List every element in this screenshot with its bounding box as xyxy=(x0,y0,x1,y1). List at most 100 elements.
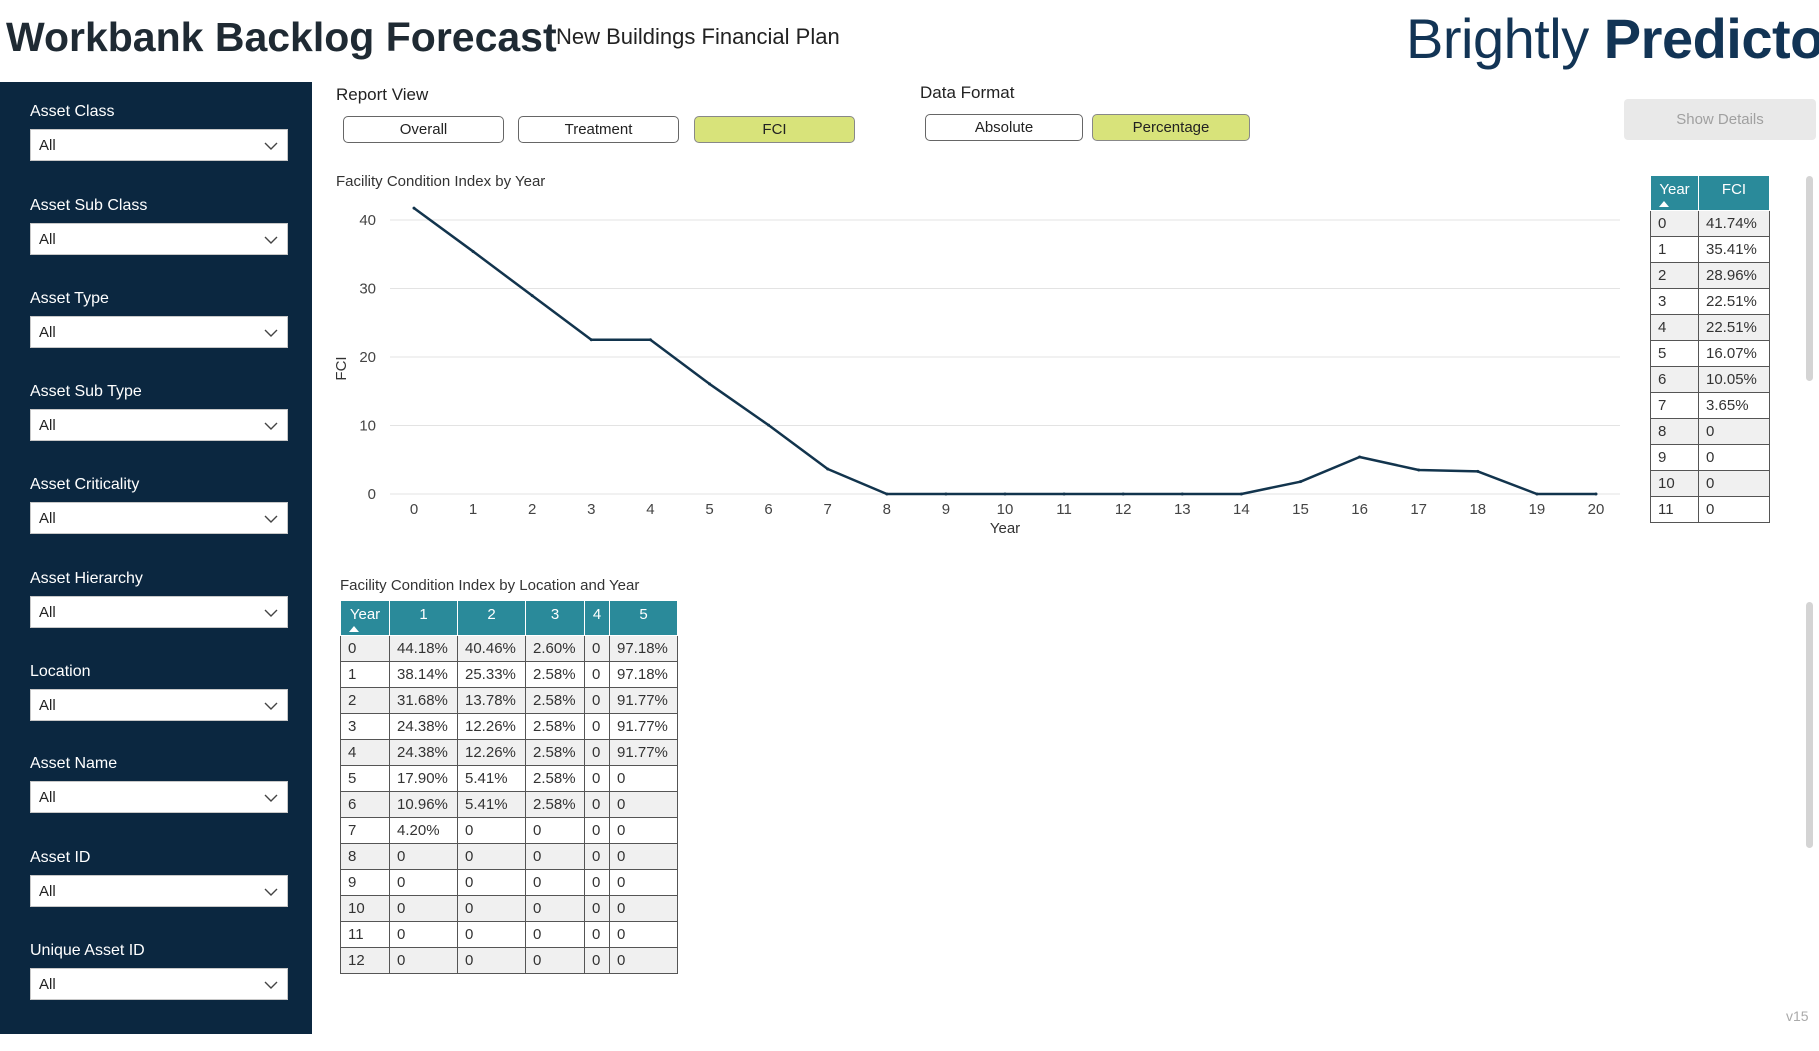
location-table-container: Year 1 2 3 4 5 0 44.18% 40.46% 2.60% 0 97.18% 1 38.14… xyxy=(340,600,678,997)
table-cell: 0 xyxy=(525,817,585,844)
y-tick-label: 10 xyxy=(359,418,376,435)
table-row: 11 0 0 0 0 0 xyxy=(340,921,678,948)
asset-id-dropdown[interactable]: All xyxy=(30,875,288,907)
table-cell: 0 xyxy=(584,791,610,818)
unique-asset-id-dropdown[interactable]: All xyxy=(30,968,288,1000)
column-header[interactable]: 5 xyxy=(609,600,678,636)
x-tick-label: 3 xyxy=(587,501,595,518)
show-details-button[interactable]: Show Details xyxy=(1624,99,1816,140)
table-cell: 0 xyxy=(584,921,610,948)
filter-label: Asset Hierarchy xyxy=(30,570,143,587)
column-header[interactable]: 3 xyxy=(525,600,585,636)
page-scrollbar[interactable] xyxy=(1806,602,1813,848)
chart-title: Facility Condition Index by Year xyxy=(336,173,546,190)
asset-name-dropdown[interactable]: All xyxy=(30,781,288,813)
x-tick-label: 10 xyxy=(997,501,1014,518)
location-table: Year 1 2 3 4 5 0 44.18% 40.46% 2.60% 0 97.18% 1 38.14… xyxy=(340,600,678,974)
column-header-label: 2 xyxy=(487,605,496,623)
data-point xyxy=(589,338,593,342)
asset-type-dropdown[interactable]: All xyxy=(30,316,288,348)
data-point xyxy=(944,492,948,496)
filter-asset-hierarchy: Asset Hierarchy All xyxy=(30,568,288,628)
asset-sub-type-dropdown[interactable]: All xyxy=(30,409,288,441)
asset-criticality-dropdown[interactable]: All xyxy=(30,502,288,534)
version-label: v15 xyxy=(1786,1008,1809,1024)
data-point xyxy=(1299,480,1302,484)
table-cell: 0 xyxy=(584,817,610,844)
chevron-down-icon xyxy=(264,142,278,150)
data-point xyxy=(708,382,711,386)
column-header-label: 5 xyxy=(639,605,648,623)
table-cell: 7 xyxy=(340,817,390,844)
y-tick-label: 0 xyxy=(368,486,376,503)
dropdown-value: All xyxy=(39,231,56,248)
chevron-down-icon xyxy=(264,609,278,617)
table-cell: 4 xyxy=(340,739,390,766)
table-row: 7 4.20% 0 0 0 0 xyxy=(340,817,678,844)
chevron-down-icon xyxy=(264,794,278,802)
column-header-label: 4 xyxy=(592,605,602,623)
table-cell: 0 xyxy=(609,947,678,974)
chevron-down-icon xyxy=(264,702,278,710)
table-cell: 0 xyxy=(525,843,585,870)
table-cell: 0 xyxy=(609,843,678,870)
column-header-label: Year xyxy=(1659,180,1690,198)
location-table-title: Facility Condition Index by Location and… xyxy=(340,577,640,594)
column-header[interactable]: 1 xyxy=(389,600,458,636)
filter-asset-class: Asset Class All xyxy=(30,101,288,161)
column-header[interactable]: FCI xyxy=(1698,175,1770,211)
treatment-button[interactable]: Treatment xyxy=(518,116,679,143)
table-cell: 2.60% xyxy=(525,635,585,662)
filter-unique-asset-id: Unique Asset ID All xyxy=(30,940,288,1000)
table-cell: 40.46% xyxy=(457,635,526,662)
y-tick-label: 40 xyxy=(359,212,376,229)
data-point xyxy=(471,249,475,253)
asset-class-dropdown[interactable]: All xyxy=(30,129,288,161)
column-header[interactable]: Year xyxy=(340,600,390,636)
y-tick-label: 30 xyxy=(359,281,376,298)
location-dropdown[interactable]: All xyxy=(30,689,288,721)
percentage-button[interactable]: Percentage xyxy=(1092,114,1250,141)
table-cell: 2.58% xyxy=(525,765,585,792)
app-title: Workbank Backlog Forecast xyxy=(6,14,557,60)
table-cell: 0 xyxy=(1650,210,1699,237)
x-tick-label: 18 xyxy=(1469,501,1486,518)
column-header[interactable]: 2 xyxy=(457,600,526,636)
table-cell: 0 xyxy=(584,843,610,870)
x-tick-label: 0 xyxy=(410,501,418,518)
table-cell: 22.51% xyxy=(1698,288,1770,315)
column-header[interactable]: Year xyxy=(1650,175,1699,211)
table-cell: 2 xyxy=(340,687,390,714)
asset-sub-class-dropdown[interactable]: All xyxy=(30,223,288,255)
data-point xyxy=(1417,468,1421,472)
table-cell: 38.14% xyxy=(389,661,458,688)
table-row: 10 0 0 0 0 0 xyxy=(340,895,678,922)
fci-table-scrollbar[interactable] xyxy=(1806,176,1813,381)
table-row: 12 0 0 0 0 0 xyxy=(340,947,678,974)
filter-label: Asset Sub Class xyxy=(30,197,148,214)
table-cell: 1 xyxy=(340,661,390,688)
data-point xyxy=(1180,492,1184,496)
data-point xyxy=(885,492,889,496)
table-cell: 0 xyxy=(609,817,678,844)
asset-hierarchy-dropdown[interactable]: All xyxy=(30,596,288,628)
absolute-button[interactable]: Absolute xyxy=(925,114,1083,141)
chevron-down-icon xyxy=(264,236,278,244)
table-cell: 0 xyxy=(584,713,610,740)
table-row: 4 24.38% 12.26% 2.58% 0 91.77% xyxy=(340,739,678,766)
table-cell: 0 xyxy=(584,661,610,688)
table-cell: 0 xyxy=(609,869,678,896)
fci-button[interactable]: FCI xyxy=(694,116,855,143)
table-row: 0 41.74% xyxy=(1650,210,1770,237)
chevron-down-icon xyxy=(264,981,278,989)
x-tick-label: 20 xyxy=(1588,501,1605,518)
chevron-down-icon xyxy=(264,422,278,430)
overall-button[interactable]: Overall xyxy=(343,116,504,143)
x-tick-label: 6 xyxy=(764,501,772,518)
table-header-row: Year 1 2 3 4 5 xyxy=(340,600,678,636)
x-tick-label: 2 xyxy=(528,501,536,518)
column-header[interactable]: 4 xyxy=(584,600,610,636)
table-cell: 0 xyxy=(457,869,526,896)
x-tick-label: 7 xyxy=(824,501,832,518)
